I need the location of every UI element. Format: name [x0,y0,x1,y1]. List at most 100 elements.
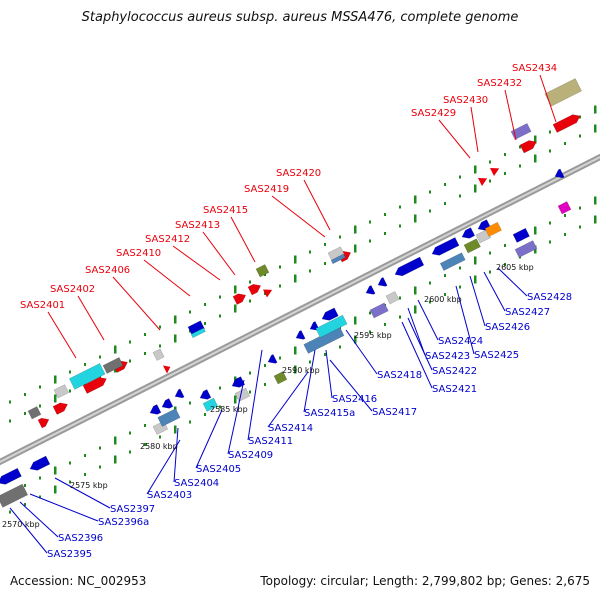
gene-feature [149,404,162,415]
gene-feature [377,277,388,287]
tick-mark [99,465,101,469]
tick-mark [204,303,206,306]
tick-mark [504,172,506,175]
gene-feature [519,140,537,154]
tick-mark [369,311,371,315]
gene-label-sas2410: SAS2410 [116,248,161,259]
gene-feature [255,264,270,278]
gene-label-sas2419: SAS2419 [244,184,289,195]
tick-mark [384,213,386,216]
gene-feature [247,284,262,296]
tick-mark [84,473,86,476]
leader-line [407,307,426,356]
leader-line [230,216,256,263]
tick-mark [549,240,551,244]
gene-label-sas2395: SAS2395 [47,549,92,560]
gene-arrow [321,307,339,321]
tick-mark [99,446,101,450]
gene-feature [157,408,181,427]
gene-label-sas2416: SAS2416 [332,394,377,405]
gene-label-sas2434: SAS2434 [512,63,557,74]
tick-mark [579,225,581,229]
gene-arrow [552,114,581,133]
gene-feature [234,387,251,402]
tick-mark [399,296,401,300]
tick-mark [24,393,26,396]
gene-label-sas2413: SAS2413 [175,220,220,231]
gene-box [53,384,70,399]
gene-label-sas2422: SAS2422 [432,366,477,377]
tick-mark [219,314,221,318]
tick-mark [294,365,297,374]
gene-label-sas2421: SAS2421 [432,384,477,395]
gene-feature [369,302,389,319]
gene-feature [0,483,29,508]
leader-line [470,106,479,153]
tick-mark [54,375,57,384]
gene-box [234,387,251,402]
gene-arrow [262,289,273,298]
tick-mark [39,495,41,499]
gene-feature [554,168,565,179]
tick-mark [159,344,161,348]
leader-line [303,179,331,231]
gene-box [385,291,400,305]
gene-label-sas2403: SAS2403 [147,490,192,501]
gene-label-sas2424: SAS2424 [438,336,483,347]
tick-mark [429,300,431,304]
tick-mark [279,265,281,269]
gene-feature [557,201,572,215]
tick-mark [174,334,177,343]
leader-line [202,231,236,276]
leader-line [227,379,245,455]
accession-text: Accession: NC_002953 [10,574,147,588]
tick-mark [489,160,491,164]
scale-labels: 2570 kbp 2575 kbp 2580 kbp 2585 kbp 2590 kbp… [2,263,534,529]
tick-mark [159,325,161,329]
gene-feature [82,377,107,394]
tick-mark [9,400,11,404]
gene-feature [552,114,581,133]
tick-mark [324,243,326,246]
tick-mark [234,304,237,313]
tick-mark [474,275,477,284]
gene-label-sas2415: SAS2415 [203,205,248,216]
gene-labels: SAS2401 SAS2402 SAS2406 SAS2410 SAS2412 SAS24… [20,63,572,560]
gene-box [369,302,389,319]
tick-mark [24,484,26,487]
tick-mark [324,353,326,356]
gene-label-sas2405: SAS2405 [196,464,241,475]
gene-box [315,314,348,338]
gene-label-sas2417: SAS2417 [372,407,417,418]
leader-line [401,321,433,389]
gene-feature [231,376,246,388]
tick-mark [264,383,266,386]
gene-arrow [267,354,278,364]
leader-line [146,439,181,495]
gene-feature [37,417,50,429]
gene-arrow [377,277,388,287]
gene-feature [510,123,532,140]
tick-mark [69,480,71,484]
tick-mark [219,405,221,409]
leader-line [483,271,506,312]
leader-line [172,245,221,281]
tick-mark [249,280,251,284]
leader-line [504,89,517,141]
tick-mark [339,345,341,349]
gene-feature [53,384,70,399]
gene-feature [190,327,206,339]
tick-mark [354,316,357,325]
gene-box [102,357,124,374]
gene-label-sas2401: SAS2401 [20,300,65,311]
tick-mark [9,419,11,423]
gene-feature [385,291,400,305]
tick-mark [189,420,191,424]
gene-feature [68,363,106,390]
gene-feature [321,307,339,321]
scale-label: 2590 kbp [282,366,320,375]
tick-mark [294,346,297,355]
tick-mark [114,436,117,445]
leader-line [539,74,557,123]
